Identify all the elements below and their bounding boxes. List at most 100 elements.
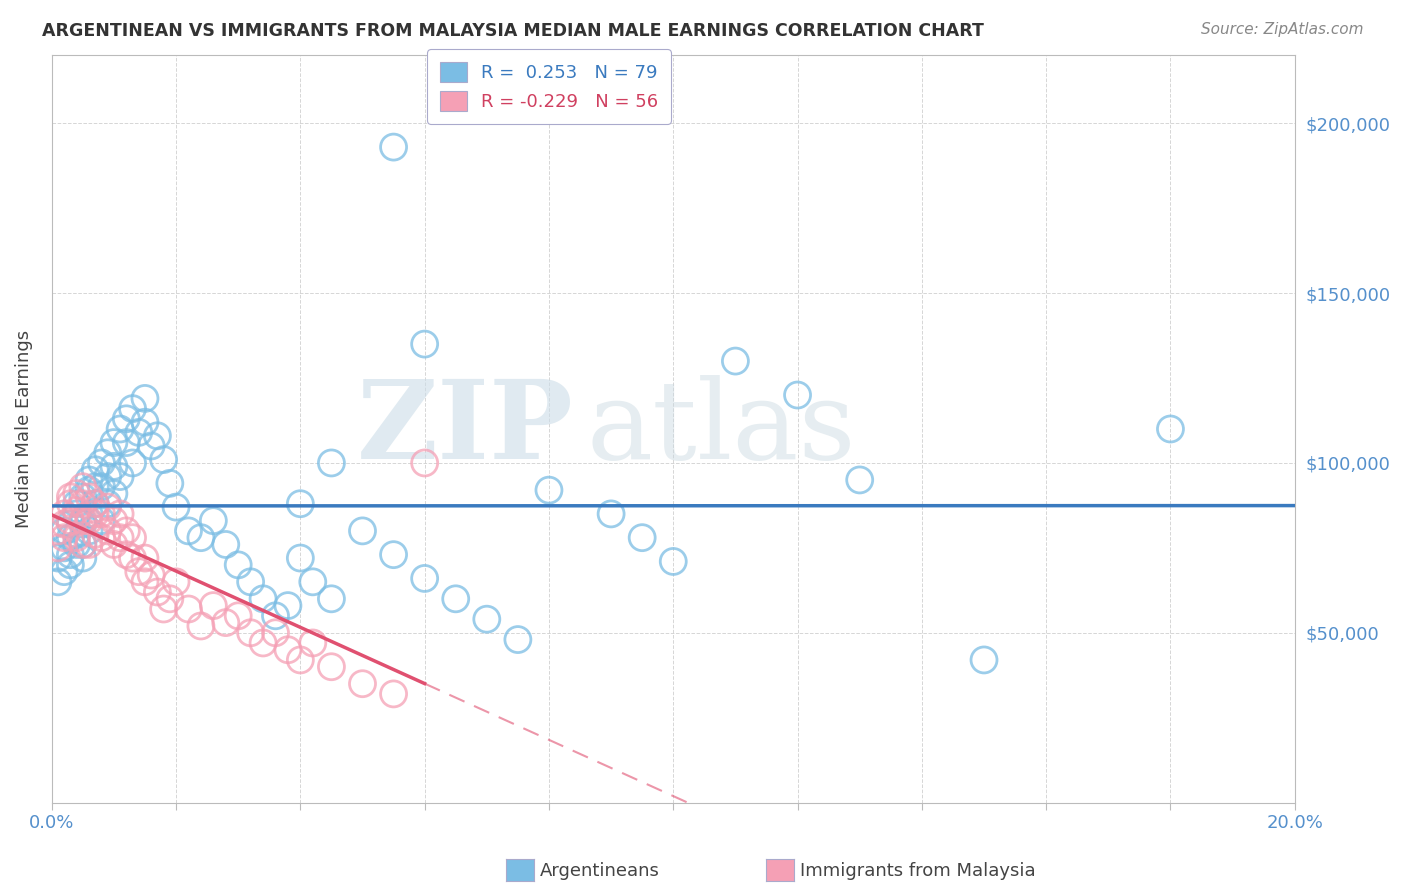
- Point: [77, 507, 100, 521]
- Point: [90, 507, 112, 521]
- Point: [84, 480, 107, 494]
- Point: [662, 554, 685, 568]
- Text: Argentineans: Argentineans: [540, 862, 659, 880]
- Point: [134, 392, 156, 406]
- Point: [65, 531, 87, 545]
- Point: [115, 412, 138, 426]
- Point: [226, 558, 249, 572]
- Point: [90, 531, 112, 545]
- Point: [190, 619, 212, 633]
- Point: [77, 537, 100, 551]
- Point: [121, 551, 143, 566]
- Point: [215, 615, 238, 630]
- Point: [264, 625, 287, 640]
- Point: [600, 507, 623, 521]
- Point: [141, 439, 163, 453]
- Point: [72, 514, 94, 528]
- Point: [103, 459, 125, 474]
- Point: [413, 571, 436, 585]
- Point: [108, 422, 131, 436]
- Point: [321, 456, 343, 470]
- Point: [53, 507, 76, 521]
- Point: [46, 574, 69, 589]
- Point: [848, 473, 870, 487]
- Point: [72, 514, 94, 528]
- Point: [277, 642, 299, 657]
- Point: [506, 632, 529, 647]
- Point: [90, 514, 112, 528]
- Point: [631, 531, 654, 545]
- Point: [53, 524, 76, 538]
- Text: Immigrants from Malaysia: Immigrants from Malaysia: [800, 862, 1036, 880]
- Point: [90, 480, 112, 494]
- Point: [134, 415, 156, 429]
- Point: [202, 514, 225, 528]
- Point: [59, 514, 82, 528]
- Point: [46, 524, 69, 538]
- Point: [165, 500, 187, 515]
- Point: [152, 602, 174, 616]
- Point: [159, 476, 181, 491]
- Point: [84, 497, 107, 511]
- Point: [77, 490, 100, 504]
- Point: [84, 527, 107, 541]
- Point: [215, 537, 238, 551]
- Point: [97, 469, 120, 483]
- Point: [115, 548, 138, 562]
- Point: [382, 140, 405, 154]
- Point: [301, 636, 323, 650]
- Point: [165, 574, 187, 589]
- Point: [84, 497, 107, 511]
- Point: [72, 537, 94, 551]
- Point: [152, 452, 174, 467]
- Point: [226, 608, 249, 623]
- Point: [115, 435, 138, 450]
- Point: [159, 591, 181, 606]
- Point: [264, 608, 287, 623]
- Point: [59, 517, 82, 532]
- Point: [321, 659, 343, 673]
- Point: [103, 486, 125, 500]
- Point: [77, 473, 100, 487]
- Point: [121, 401, 143, 416]
- Point: [382, 687, 405, 701]
- Point: [290, 497, 312, 511]
- Point: [134, 574, 156, 589]
- Point: [1159, 422, 1181, 436]
- Point: [321, 591, 343, 606]
- Point: [97, 524, 120, 538]
- Point: [59, 531, 82, 545]
- Point: [290, 653, 312, 667]
- Point: [84, 507, 107, 521]
- Point: [53, 517, 76, 532]
- Point: [65, 503, 87, 517]
- Point: [301, 574, 323, 589]
- Point: [46, 551, 69, 566]
- Point: [65, 486, 87, 500]
- Point: [290, 551, 312, 566]
- Legend: R =  0.253   N = 79, R = -0.229   N = 56: R = 0.253 N = 79, R = -0.229 N = 56: [427, 49, 671, 124]
- Point: [59, 497, 82, 511]
- Point: [72, 480, 94, 494]
- Point: [65, 497, 87, 511]
- Point: [115, 524, 138, 538]
- Point: [108, 507, 131, 521]
- Point: [97, 497, 120, 511]
- Point: [252, 636, 274, 650]
- Point: [277, 599, 299, 613]
- Point: [90, 456, 112, 470]
- Point: [121, 456, 143, 470]
- Point: [72, 537, 94, 551]
- Point: [352, 677, 374, 691]
- Point: [103, 435, 125, 450]
- Text: ARGENTINEAN VS IMMIGRANTS FROM MALAYSIA MEDIAN MALE EARNINGS CORRELATION CHART: ARGENTINEAN VS IMMIGRANTS FROM MALAYSIA …: [42, 22, 984, 40]
- Point: [59, 558, 82, 572]
- Text: Source: ZipAtlas.com: Source: ZipAtlas.com: [1201, 22, 1364, 37]
- Point: [190, 531, 212, 545]
- Point: [475, 612, 498, 626]
- Text: atlas: atlas: [586, 376, 856, 483]
- Point: [121, 531, 143, 545]
- Point: [77, 514, 100, 528]
- Point: [128, 425, 150, 440]
- Point: [239, 574, 262, 589]
